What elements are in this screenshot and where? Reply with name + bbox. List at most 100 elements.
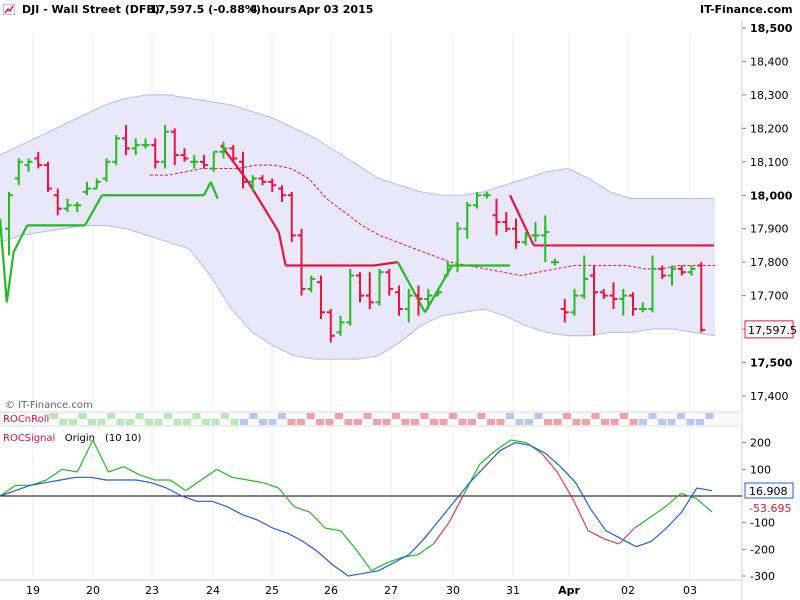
rocnroll-cell [439,419,448,425]
rocnroll-cell [316,419,324,425]
ohlc-bar [122,125,130,156]
x-tick-label: Apr [558,584,580,597]
roc-line-segment [76,439,94,473]
roc-line-segment [680,492,697,500]
rocnroll-cell [582,419,590,425]
rocnroll-cell [610,419,619,425]
rocnroll-cell [135,413,144,419]
roc-line-segment [634,516,651,529]
price-tick-label: 17,900 [750,223,789,236]
ohlc-bar [404,288,413,323]
rocnroll-cell [97,419,106,425]
supertrend-segment [209,181,219,200]
rocnroll-cell [629,419,638,425]
rocnroll-cell [173,419,182,425]
roc-line-segment [432,522,450,545]
roc-line-segment [541,452,558,473]
roc-line-segment [603,538,620,545]
supertrend-segment [396,261,426,313]
rocnroll-cell [430,419,438,425]
rocnroll-cell [525,419,533,425]
roc-line-segment [556,471,574,499]
rocnroll-cell [287,419,296,425]
roc-line-segment [108,466,125,473]
price-tick-label: 18,400 [750,55,789,68]
ohlc-bar [209,150,218,172]
roc-line-segment [649,506,666,518]
ohlc-bar [453,222,462,273]
ohlc-bar [356,272,364,303]
bollinger-band-fill [0,94,715,360]
ohlc-bar [219,141,228,159]
ohlc-bar [346,268,355,326]
rocnroll-label: ROCnRoll [3,414,49,425]
ohlc-bar [521,232,530,246]
rocnroll-cell [382,419,391,425]
ohlc-bar [443,262,452,277]
ohlc-bar [697,262,706,333]
last-price-label: 17,597.5 [748,324,797,337]
rocnroll-cell [145,419,153,425]
ohlc-bar [24,158,33,172]
rocnroll-cell [268,419,277,425]
ohlc-bar [200,155,208,169]
ohlc-bar [687,265,696,276]
supertrend-segment [203,181,212,196]
rocnroll-cell [183,419,191,425]
roc-line-segment [185,479,202,492]
x-tick-label: 24 [206,584,220,597]
roc-line-segment [232,476,248,481]
roc-line-segment [479,450,496,465]
ohlc-bar [385,268,394,296]
rocnroll-cell [563,413,571,419]
rocnroll-cell [696,419,704,425]
rocnroll-cell [126,419,134,425]
ohlc-bar [278,185,286,202]
ohlc-bar [161,125,169,169]
rocnroll-cell [325,419,334,425]
rocnroll-cell [259,419,267,425]
rocnroll-cell [392,413,400,419]
symbol-title: DJI - Wall Street (DFB) [22,3,160,16]
ohlc-bar [365,272,374,309]
ohlc-bar [317,275,325,320]
ohlc-bar [287,191,296,243]
roc-line-segment [200,468,218,481]
roc-legend-label: Signal [25,433,56,444]
ohlc-bar [131,138,140,156]
roc-tick-label: -200 [750,543,775,556]
rocnroll-cell [601,419,609,425]
rocnroll-cell [107,413,115,419]
supertrend-segment [373,261,398,267]
ohlc-bar [629,292,637,316]
x-tick-label: 27 [384,584,398,597]
price-tick-label: 18,200 [750,122,789,135]
ohlc-bar [473,191,481,209]
ohlc-bar [619,288,628,316]
x-tick-label: 30 [446,584,460,597]
rocnroll-cell [591,413,600,419]
roc-line-segment [123,466,140,476]
roc-legend-label: ROC [3,433,25,444]
ohlc-bar [102,158,111,182]
rocnroll-cell [88,419,96,425]
ohlc-bar [375,268,384,306]
roc-line-segment [169,479,187,492]
ohlc-bar [638,302,647,313]
roc-line-segment [510,439,527,444]
supertrend-segment [509,194,535,246]
rocnroll-cell [534,413,543,419]
x-tick-label: 26 [324,584,338,597]
roc-line-segment [448,493,465,523]
ohlc-bar [395,285,403,316]
ohlc-bar [268,178,277,192]
rocnroll-cell [116,419,125,425]
roc-value-label: 16.908 [749,485,788,498]
roc-line-segment [61,468,78,473]
roc-line-segment [572,498,589,531]
ohlc-bar [658,265,667,279]
ohlc-bar [434,288,442,297]
roc-tick-label: -100 [750,517,775,530]
x-tick-label: 25 [265,584,279,597]
rocnroll-cell [620,413,628,419]
